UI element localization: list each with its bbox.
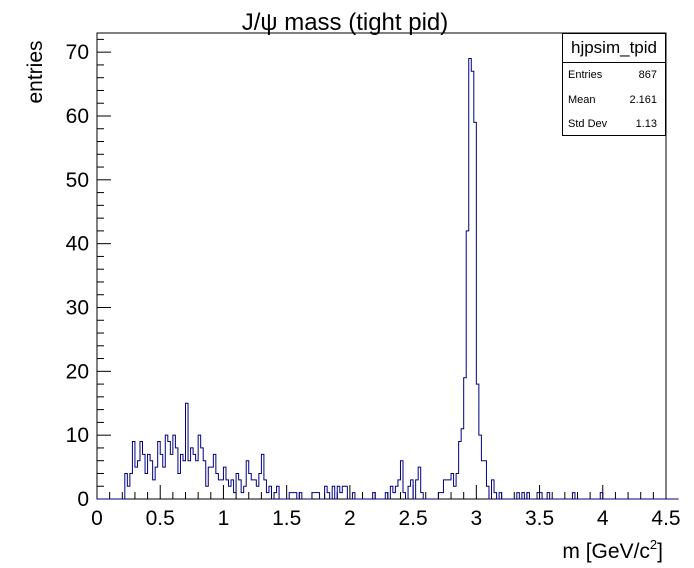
stats-title: hjpsim_tpid	[563, 34, 665, 63]
y-tick-label: 0	[77, 488, 89, 511]
x-tick-label: 2	[344, 507, 356, 530]
stats-label: Std Dev	[568, 118, 608, 130]
stats-value: 867	[638, 69, 657, 81]
stats-box: hjpsim_tpid Entries 867 Mean 2.161 Std D…	[562, 33, 666, 136]
y-axis-label: entries	[24, 40, 47, 103]
x-tick-label: 0.5	[146, 507, 175, 530]
stats-row-entries: Entries 867	[563, 63, 665, 88]
y-tick-label: 40	[66, 233, 89, 256]
x-axis-label: m [GeV/c2]	[562, 537, 663, 563]
x-tick-label: 1.5	[272, 507, 301, 530]
stats-value: 2.161	[629, 93, 657, 106]
x-tick-label: 2.5	[399, 507, 428, 530]
y-tick-label: 10	[66, 424, 89, 447]
stats-row-mean: Mean 2.161	[563, 88, 665, 113]
x-tick-label: 4.5	[651, 507, 680, 530]
axes: 0 0.5 1 1.5 2 2.5 3 3.5 4 4.5 0 10 20 30 40 50 60 70	[66, 32, 681, 530]
y-tick-label: 20	[66, 360, 89, 383]
chart-title: J/ψ mass (tight pid)	[242, 9, 449, 36]
y-tick-label: 70	[66, 41, 89, 64]
y-tick-label: 50	[66, 169, 89, 192]
stats-label: Mean	[568, 93, 596, 106]
y-tick-label: 60	[66, 105, 89, 128]
x-tick-label: 0	[91, 507, 103, 530]
x-tick-label: 3.5	[525, 507, 554, 530]
y-tick-label: 30	[66, 296, 89, 319]
x-tick-label: 4	[597, 507, 609, 530]
stats-value: 1.13	[635, 118, 657, 130]
stats-row-stddev: Std Dev 1.13	[563, 112, 665, 137]
histogram-series	[97, 58, 679, 500]
stats-label: Entries	[568, 69, 603, 81]
x-tick-label: 3	[470, 507, 482, 530]
x-tick-label: 1	[218, 507, 230, 530]
